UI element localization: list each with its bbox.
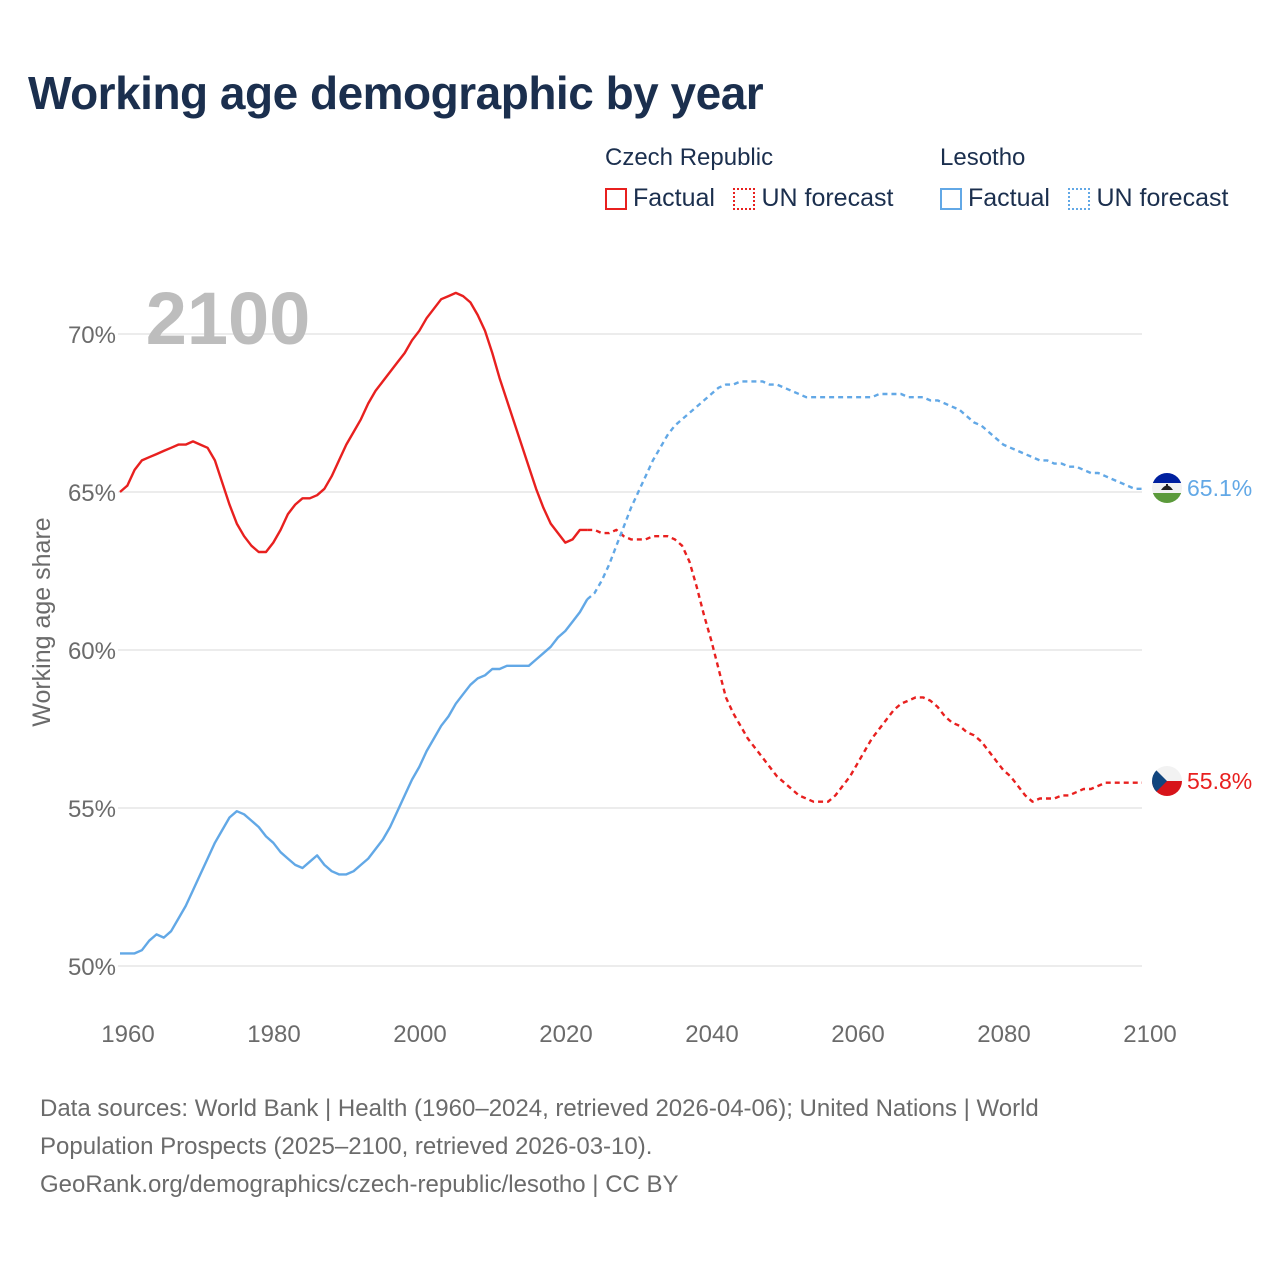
footer-line: Data sources: World Bank | Health (1960–… [40, 1095, 1039, 1122]
x-tick-label: 2040 [685, 1021, 738, 1048]
legend-swatch-solid [940, 187, 962, 210]
series-line-czech-factual[interactable] [119, 291, 588, 554]
line-chart: 50% 55% 60% 65% 70% 1960 1980 2000 2020 2040 2060… [28, 277, 1252, 1048]
page-title: Working age demographic by year [28, 67, 764, 119]
y-tick-label: 50% [68, 954, 116, 981]
legend-czech-forecast[interactable]: UN forecast [733, 184, 893, 213]
x-tick-label: 2000 [393, 1021, 446, 1048]
legend-czech-republic: Czech Republic Factual UN forecast [605, 144, 907, 215]
footer-line: Population Prospects (2025–2100, retriev… [40, 1133, 653, 1160]
x-tick-label: 1960 [101, 1021, 154, 1048]
legend-label: UN forecast [761, 184, 894, 212]
legend-group-name: Lesotho [940, 144, 1026, 171]
legend-lesotho: Lesotho Factual UN forecast [940, 144, 1242, 215]
x-tick-label: 2060 [831, 1021, 884, 1048]
series-line-czech-forecast[interactable] [587, 528, 1142, 803]
y-tick-label: 55% [68, 796, 116, 823]
legend-swatch-dotted [733, 187, 756, 210]
footer-source-link[interactable]: GeoRank.org/demographics/czech-republic/… [40, 1171, 679, 1198]
legend-label: UN forecast [1096, 184, 1229, 212]
legend-label: Factual [968, 184, 1050, 212]
x-tick-label: 1980 [247, 1021, 300, 1048]
legend-group-name: Czech Republic [605, 144, 774, 171]
x-tick-label: 2080 [977, 1021, 1030, 1048]
lesotho-flag-icon [1152, 473, 1182, 503]
legend-label: Factual [633, 184, 715, 212]
legend-lesotho-forecast[interactable]: UN forecast [1068, 184, 1228, 213]
series-line-lesotho-factual[interactable] [120, 598, 589, 955]
x-tick-label: 2020 [539, 1021, 592, 1048]
legend-czech-factual[interactable]: Factual [605, 184, 715, 213]
y-tick-label: 70% [68, 322, 116, 349]
y-axis-label: Working age share [28, 517, 56, 726]
legend-lesotho-factual[interactable]: Factual [940, 184, 1050, 213]
footer-sources: Data sources: World Bank | Health (1960–… [40, 1090, 1250, 1204]
legend-swatch-dotted [1068, 187, 1091, 210]
y-tick-label: 60% [68, 638, 116, 665]
y-tick-label: 65% [68, 480, 116, 507]
x-tick-label: 2100 [1123, 1021, 1176, 1048]
legend-swatch-solid [605, 187, 627, 210]
end-label-lesotho: 65.1% [1187, 475, 1252, 501]
series-line-lesotho-forecast[interactable] [586, 380, 1142, 601]
czech-flag-icon [1152, 766, 1182, 796]
year-watermark: 2100 [146, 277, 311, 360]
end-label-czech: 55.8% [1187, 768, 1252, 794]
